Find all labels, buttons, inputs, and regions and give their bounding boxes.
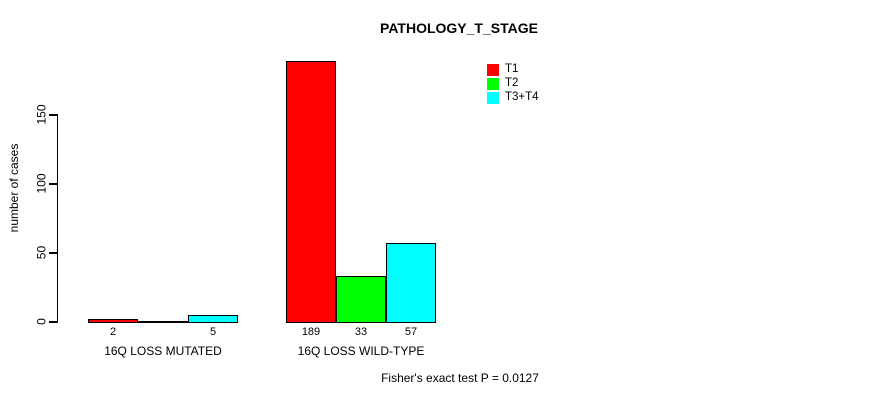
bar bbox=[188, 314, 238, 323]
group-baseline bbox=[88, 321, 238, 323]
legend-swatch bbox=[487, 64, 499, 76]
bar-value-label: 189 bbox=[301, 326, 321, 338]
legend-swatch bbox=[487, 78, 499, 90]
bar-value-label: 57 bbox=[404, 326, 418, 338]
bar bbox=[336, 275, 386, 323]
x-category-label: 16Q LOSS WILD-TYPE bbox=[297, 344, 425, 358]
bar-value-label: 33 bbox=[354, 326, 368, 338]
y-axis-line bbox=[56, 114, 58, 323]
y-tick bbox=[48, 321, 57, 323]
bar bbox=[88, 318, 138, 323]
y-tick-label: 150 bbox=[34, 104, 49, 125]
y-tick-label: 50 bbox=[34, 246, 49, 260]
x-category-label: 16Q LOSS MUTATED bbox=[104, 344, 222, 358]
bar-value-label: 2 bbox=[109, 326, 117, 338]
legend-label: T2 bbox=[505, 77, 519, 89]
legend-label: T3+T4 bbox=[505, 91, 539, 103]
bar-value-label: 5 bbox=[209, 326, 217, 338]
legend-swatch bbox=[487, 92, 499, 104]
chart-title: PATHOLOGY_T_STAGE bbox=[380, 20, 538, 36]
y-tick bbox=[48, 114, 57, 116]
y-tick bbox=[48, 252, 57, 254]
y-tick bbox=[48, 183, 57, 185]
y-tick-label: 100 bbox=[34, 173, 49, 194]
footer-stat-text: Fisher's exact test P = 0.0127 bbox=[381, 371, 539, 385]
bar bbox=[286, 60, 336, 323]
bar bbox=[386, 242, 436, 323]
y-tick-label: 0 bbox=[34, 318, 49, 326]
legend-label: T1 bbox=[505, 63, 519, 75]
